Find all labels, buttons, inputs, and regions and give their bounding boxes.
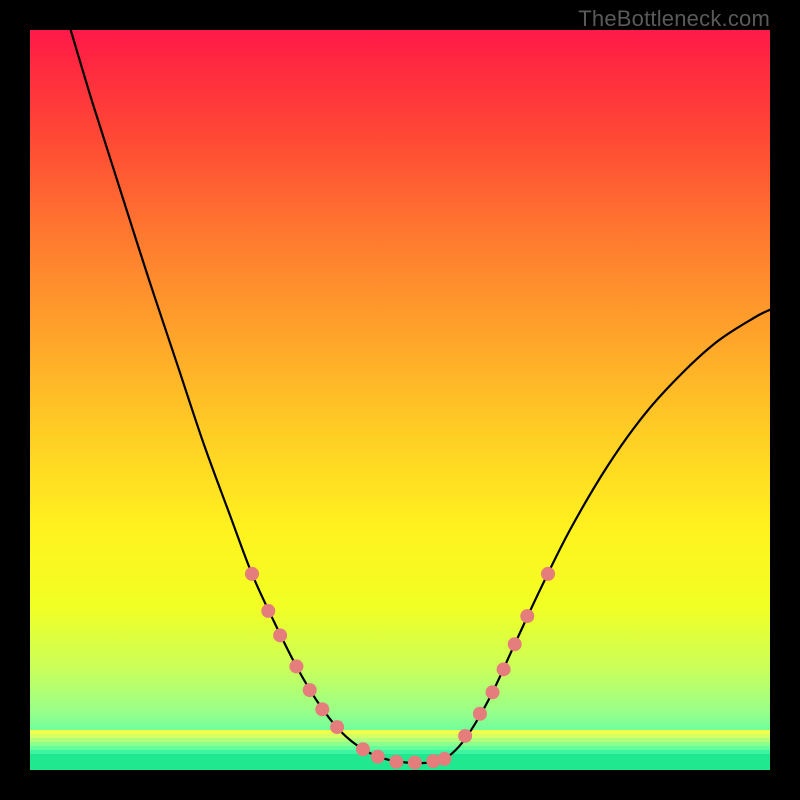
chart-background [30,30,770,770]
watermark-label: TheBottleneck.com [578,6,770,32]
data-marker [486,685,500,699]
data-marker [245,567,259,581]
data-marker [273,628,287,642]
data-marker [497,662,511,676]
data-marker [330,720,344,734]
data-marker [261,604,275,618]
data-marker [303,683,317,697]
data-marker [408,756,422,770]
data-marker [458,729,472,743]
data-marker [520,609,534,623]
data-marker [541,567,555,581]
data-marker [356,742,370,756]
data-marker [473,707,487,721]
data-marker [508,637,522,651]
data-marker [437,752,451,766]
data-marker [371,750,385,764]
chart-container: TheBottleneck.com [0,0,800,800]
data-marker [389,755,403,769]
bottleneck-chart [30,30,770,770]
data-marker [315,702,329,716]
data-marker [289,659,303,673]
